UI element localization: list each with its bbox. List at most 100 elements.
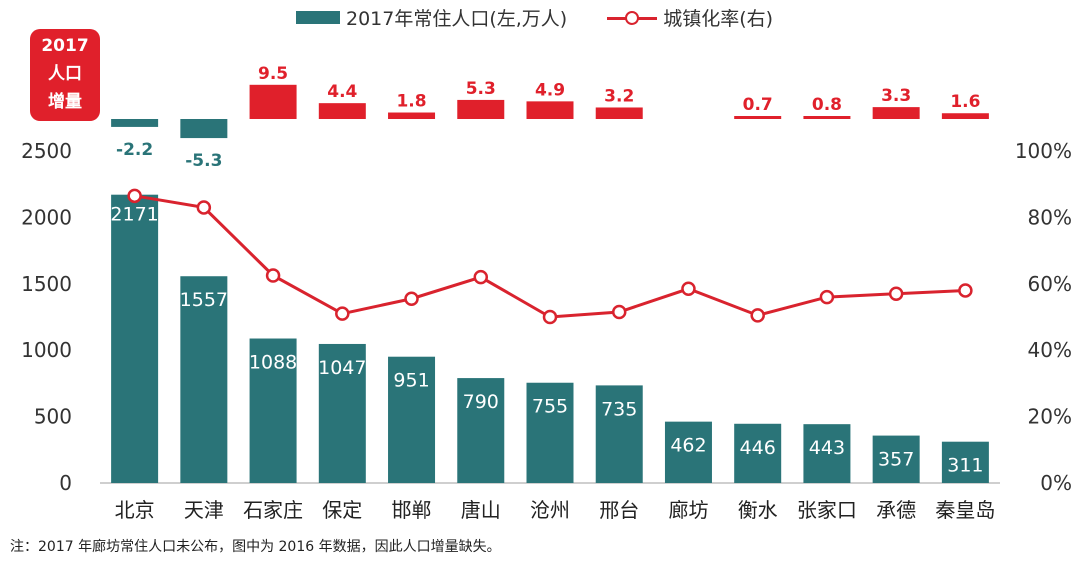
population-bar-label: 1557	[180, 289, 228, 311]
increase-bar	[457, 99, 505, 119]
increase-bar	[249, 84, 297, 119]
increase-bar-label: 3.2	[604, 86, 634, 106]
x-category-label: 廊坊	[668, 498, 708, 522]
population-bar-label: 951	[393, 370, 429, 392]
y-right-tick-label: 80%	[1028, 205, 1072, 229]
population-bar-label: 446	[740, 437, 776, 459]
population-bar	[664, 421, 712, 483]
population-bar	[734, 423, 782, 483]
urbanization-point	[335, 306, 350, 321]
x-category-label: 邢台	[599, 498, 639, 522]
legend-line-swatch	[607, 10, 658, 25]
urbanization-point	[888, 286, 904, 302]
y-left-tick-label: 0	[59, 471, 72, 495]
population-bar	[457, 378, 505, 483]
increase-bar-label: 1.8	[396, 92, 426, 112]
x-category-label: 石家庄	[243, 498, 303, 522]
increase-bar-label: -2.2	[116, 140, 153, 160]
urbanization-point	[750, 308, 765, 323]
urbanization-point	[265, 268, 281, 283]
y-left-tick-label: 2500	[21, 139, 72, 163]
population-bar	[180, 276, 228, 483]
population-bar	[803, 424, 851, 483]
badge-year: 2017	[41, 36, 89, 56]
increase-bar	[111, 119, 159, 127]
x-category-label: 承德	[876, 498, 916, 522]
population-bar	[249, 338, 297, 483]
y-left-tick-label: 2000	[21, 205, 72, 229]
population-bar	[111, 194, 159, 483]
x-category-label: 张家口	[797, 498, 857, 522]
legend-bar-swatch	[296, 11, 340, 24]
y-right-tick-label: 60%	[1028, 272, 1072, 296]
population-bar	[872, 435, 920, 483]
x-category-label: 保定	[322, 498, 362, 522]
urbanization-point	[819, 289, 835, 305]
y-right-tick-label: 0%	[1040, 471, 1072, 495]
increase-bar-label: 4.9	[535, 80, 565, 100]
badge-line2: 人口	[48, 64, 82, 84]
population-bar-label: 1088	[249, 352, 297, 374]
increase-bar-label: 5.3	[466, 79, 496, 99]
footnote: 注：2017 年廊坊常住人口未公布，图中为 2016 年数据，因此人口增量缺失。	[10, 539, 501, 555]
population-bar-label: 2171	[110, 204, 158, 226]
increase-bar-label: -5.3	[185, 151, 222, 171]
increase-bar	[526, 101, 574, 119]
urbanization-point	[681, 281, 696, 297]
population-bar	[388, 356, 436, 483]
legend: 2017年常住人口(左,万人) 城镇化率(右)	[296, 4, 813, 31]
x-category-label: 邯郸	[392, 498, 432, 522]
urbanization-point	[473, 269, 489, 285]
badge-line3: 增量	[48, 92, 82, 112]
urbanization-point	[127, 188, 142, 204]
legend-population: 2017年常住人口(左,万人)	[296, 4, 567, 31]
urbanization-point	[196, 200, 212, 215]
y-right-tick-label: 40%	[1028, 338, 1072, 362]
increase-bar	[803, 116, 851, 119]
legend-population-label: 2017年常住人口(左,万人)	[346, 8, 568, 30]
increase-bar-label: 3.3	[881, 86, 911, 106]
x-category-label: 唐山	[461, 498, 501, 522]
y-right-tick-label: 100%	[1015, 139, 1072, 163]
population-bar	[595, 385, 643, 483]
urbanization-point	[611, 304, 627, 320]
increase-bar	[180, 119, 228, 139]
x-category-label: 沧州	[530, 498, 570, 522]
y-right-tick-label: 20%	[1028, 405, 1072, 429]
x-category-label: 秦皇岛	[935, 498, 995, 522]
y-left-tick-label: 1500	[21, 272, 72, 296]
increase-bar	[734, 116, 782, 119]
population-bar-label: 462	[670, 435, 706, 457]
x-category-label: 衡水	[738, 498, 778, 522]
population-bar-label: 790	[463, 391, 499, 413]
y-left-tick-label: 500	[34, 405, 72, 429]
legend-urbanization: 城镇化率(右)	[607, 4, 773, 31]
population-bar-label: 357	[878, 449, 914, 471]
urbanization-point	[542, 309, 558, 325]
increase-bar-label: 1.6	[950, 92, 980, 112]
increase-bar-label: 0.8	[812, 95, 842, 115]
population-bar	[526, 382, 574, 483]
increase-bar	[388, 112, 436, 119]
urbanization-line	[134, 194, 966, 319]
increase-bar	[318, 103, 366, 119]
legend-urbanization-label: 城镇化率(右)	[663, 8, 774, 30]
y-left-tick-label: 1000	[21, 338, 72, 362]
population-bar-label: 311	[947, 455, 983, 477]
urbanization-point	[958, 283, 973, 298]
population-bar-label: 443	[809, 437, 845, 459]
increase-bar-label: 4.4	[327, 82, 357, 102]
population-increase-badge: 2017 人口 增量	[30, 29, 100, 121]
increase-bar	[872, 107, 920, 119]
population-bar-label: 755	[532, 396, 568, 418]
population-bar	[318, 343, 366, 483]
increase-bar	[595, 107, 643, 119]
increase-bar-label: 0.7	[743, 95, 773, 115]
population-bar	[941, 441, 989, 483]
increase-bar-label: 9.5	[258, 64, 288, 84]
population-bar-label: 1047	[318, 357, 366, 379]
population-bar-label: 735	[601, 398, 637, 420]
x-category-label: 北京	[115, 498, 155, 522]
urbanization-point	[404, 291, 419, 306]
